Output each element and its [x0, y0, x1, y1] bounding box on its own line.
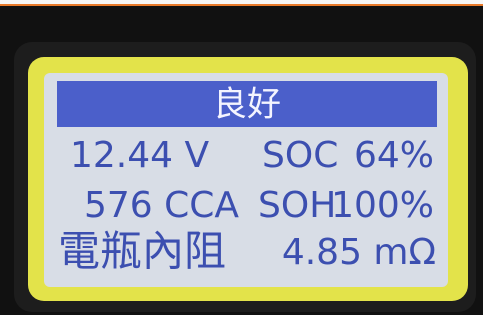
resistance-label: 電瓶內阻 [58, 227, 226, 276]
orange-edge [0, 4, 483, 6]
status: 良好 [213, 85, 281, 125]
voltage: 12.44 V [70, 135, 210, 176]
soc-label: SOC [262, 135, 338, 176]
cca: 576 CCA [84, 185, 239, 226]
top-strip [0, 0, 483, 4]
soh-value: 100% [331, 185, 434, 226]
soc-value: 64% [354, 135, 434, 176]
photo: 良好 12.44 V SOC 64% 576 CCA SOH 100% 電瓶內阻… [0, 0, 483, 315]
resistance-value: 4.85 mΩ [282, 232, 436, 273]
soh-label: SOH [258, 185, 336, 226]
